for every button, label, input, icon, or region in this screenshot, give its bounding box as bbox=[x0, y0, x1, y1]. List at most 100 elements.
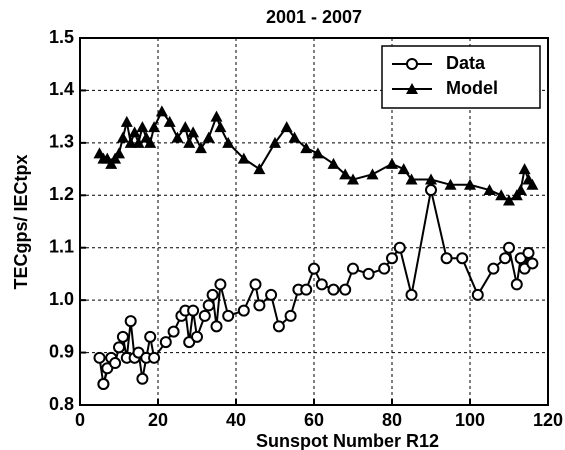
marker bbox=[311, 147, 324, 159]
legend: Data Model bbox=[381, 45, 541, 109]
marker bbox=[397, 163, 410, 175]
marker bbox=[464, 178, 476, 190]
marker bbox=[148, 351, 161, 364]
marker bbox=[471, 288, 484, 301]
marker bbox=[206, 288, 219, 301]
marker bbox=[444, 178, 457, 190]
marker bbox=[194, 142, 207, 154]
marker bbox=[167, 325, 180, 338]
marker bbox=[191, 330, 203, 343]
x-tick-label: 80 bbox=[382, 410, 402, 430]
marker bbox=[249, 278, 262, 291]
marker bbox=[339, 283, 352, 296]
marker bbox=[124, 136, 137, 148]
marker bbox=[526, 178, 539, 190]
legend-label: Model bbox=[446, 78, 498, 98]
marker bbox=[300, 283, 313, 296]
marker bbox=[210, 110, 223, 122]
legend-label: Data bbox=[446, 53, 486, 73]
marker bbox=[522, 246, 535, 259]
y-tick-label: 1.4 bbox=[49, 79, 74, 99]
marker bbox=[97, 378, 110, 391]
marker bbox=[183, 136, 196, 148]
marker bbox=[284, 309, 297, 322]
marker bbox=[495, 189, 508, 201]
marker bbox=[347, 262, 359, 275]
plot-frame bbox=[79, 37, 549, 406]
x-tick-label: 100 bbox=[455, 410, 485, 430]
marker bbox=[132, 136, 145, 148]
marker bbox=[280, 121, 293, 133]
marker bbox=[222, 136, 235, 148]
marker bbox=[339, 168, 352, 180]
marker bbox=[487, 262, 500, 275]
marker bbox=[222, 309, 235, 322]
marker bbox=[514, 184, 527, 196]
marker bbox=[269, 136, 281, 148]
marker bbox=[124, 315, 137, 328]
marker bbox=[128, 126, 141, 138]
marker bbox=[210, 320, 223, 333]
marker bbox=[116, 131, 129, 143]
y-tick-label: 1.5 bbox=[49, 27, 74, 47]
x-axis-label: Sunspot Number R12 bbox=[256, 431, 439, 450]
legend-marker bbox=[406, 58, 418, 70]
marker bbox=[327, 157, 340, 169]
marker bbox=[288, 131, 301, 143]
marker bbox=[187, 126, 200, 138]
marker bbox=[136, 121, 149, 133]
marker bbox=[113, 147, 125, 159]
marker bbox=[253, 299, 266, 312]
marker bbox=[526, 257, 539, 270]
marker bbox=[202, 299, 215, 312]
marker bbox=[136, 372, 149, 385]
marker bbox=[386, 252, 398, 265]
marker bbox=[171, 131, 184, 143]
marker bbox=[440, 252, 453, 265]
marker bbox=[405, 173, 418, 185]
y-axis-label: TECgps/ IECtpx bbox=[11, 154, 31, 289]
marker bbox=[378, 262, 391, 275]
marker bbox=[144, 136, 157, 148]
marker bbox=[253, 163, 266, 175]
marker bbox=[155, 105, 168, 117]
marker bbox=[315, 278, 328, 291]
marker bbox=[93, 351, 106, 364]
x-tick-label: 120 bbox=[533, 410, 563, 430]
marker bbox=[503, 241, 515, 254]
x-tick-label: 0 bbox=[75, 410, 85, 430]
marker bbox=[510, 278, 523, 291]
marker bbox=[362, 267, 375, 280]
series-line bbox=[98, 189, 534, 385]
marker bbox=[163, 115, 176, 127]
marker bbox=[202, 131, 215, 143]
legend-marker bbox=[406, 83, 418, 94]
marker bbox=[120, 115, 133, 127]
marker bbox=[109, 357, 122, 370]
marker bbox=[518, 163, 531, 175]
legend-box bbox=[381, 45, 541, 109]
marker bbox=[113, 341, 125, 354]
marker bbox=[187, 304, 200, 317]
marker bbox=[499, 252, 512, 265]
y-tick-label: 0.9 bbox=[49, 341, 74, 361]
y-tick-label: 1.3 bbox=[49, 132, 74, 152]
x-tick-label: 20 bbox=[148, 410, 168, 430]
y-tick-label: 1.2 bbox=[49, 184, 74, 204]
marker bbox=[327, 283, 340, 296]
marker bbox=[214, 278, 227, 291]
marker bbox=[405, 288, 418, 301]
marker bbox=[425, 173, 437, 185]
marker bbox=[237, 304, 250, 317]
marker bbox=[265, 288, 278, 301]
marker bbox=[198, 309, 211, 322]
y-tick-label: 1.1 bbox=[49, 236, 74, 256]
marker bbox=[272, 320, 285, 333]
marker bbox=[386, 157, 398, 169]
marker bbox=[503, 194, 515, 206]
y-tick-label: 1.0 bbox=[49, 289, 74, 309]
marker bbox=[393, 241, 406, 254]
marker bbox=[148, 121, 161, 133]
marker bbox=[116, 330, 129, 343]
